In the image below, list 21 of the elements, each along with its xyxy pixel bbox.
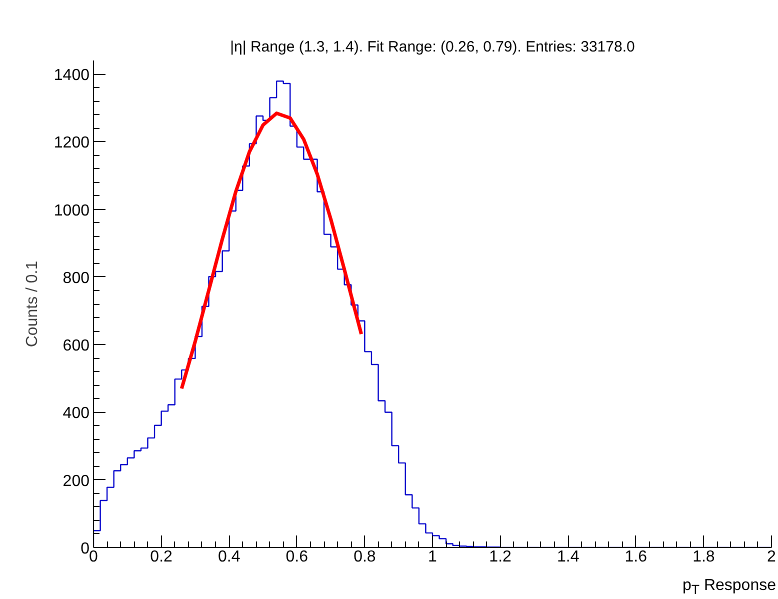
y-tick-label: 800 <box>62 270 90 287</box>
line-series <box>180 112 364 390</box>
x-tick-label: 0.8 <box>354 548 376 566</box>
x-axis-title: p$_{T}$ Response <box>682 576 776 599</box>
x-tick-label: 1.2 <box>489 548 512 566</box>
chart-title: |η| Range (1.3, 1.4). Fit Range: (0.26, 0.79). Entries: 33178.0 <box>230 38 635 56</box>
x-tick-label: 1.4 <box>556 548 580 566</box>
y-tick-label: 1200 <box>54 134 90 152</box>
x-tick-label: 0.4 <box>218 548 240 566</box>
x-tick-label: 0.6 <box>286 548 308 566</box>
y-tick-label: 200 <box>62 472 90 490</box>
y-tick-label: 600 <box>62 338 90 355</box>
x-tick-label: 2 <box>767 548 776 566</box>
x-tick-label: 1.6 <box>624 548 648 566</box>
y-tick-label: 400 <box>62 405 90 422</box>
x-tick-label: 1.8 <box>692 548 715 566</box>
x-tick-label: 0.2 <box>150 548 173 566</box>
y-tick-label: 1400 <box>54 67 90 84</box>
x-tick-label: 1 <box>428 548 438 566</box>
y-tick-label: 1000 <box>54 202 90 220</box>
y-axis-title: Counts / 0.1 <box>24 260 41 348</box>
